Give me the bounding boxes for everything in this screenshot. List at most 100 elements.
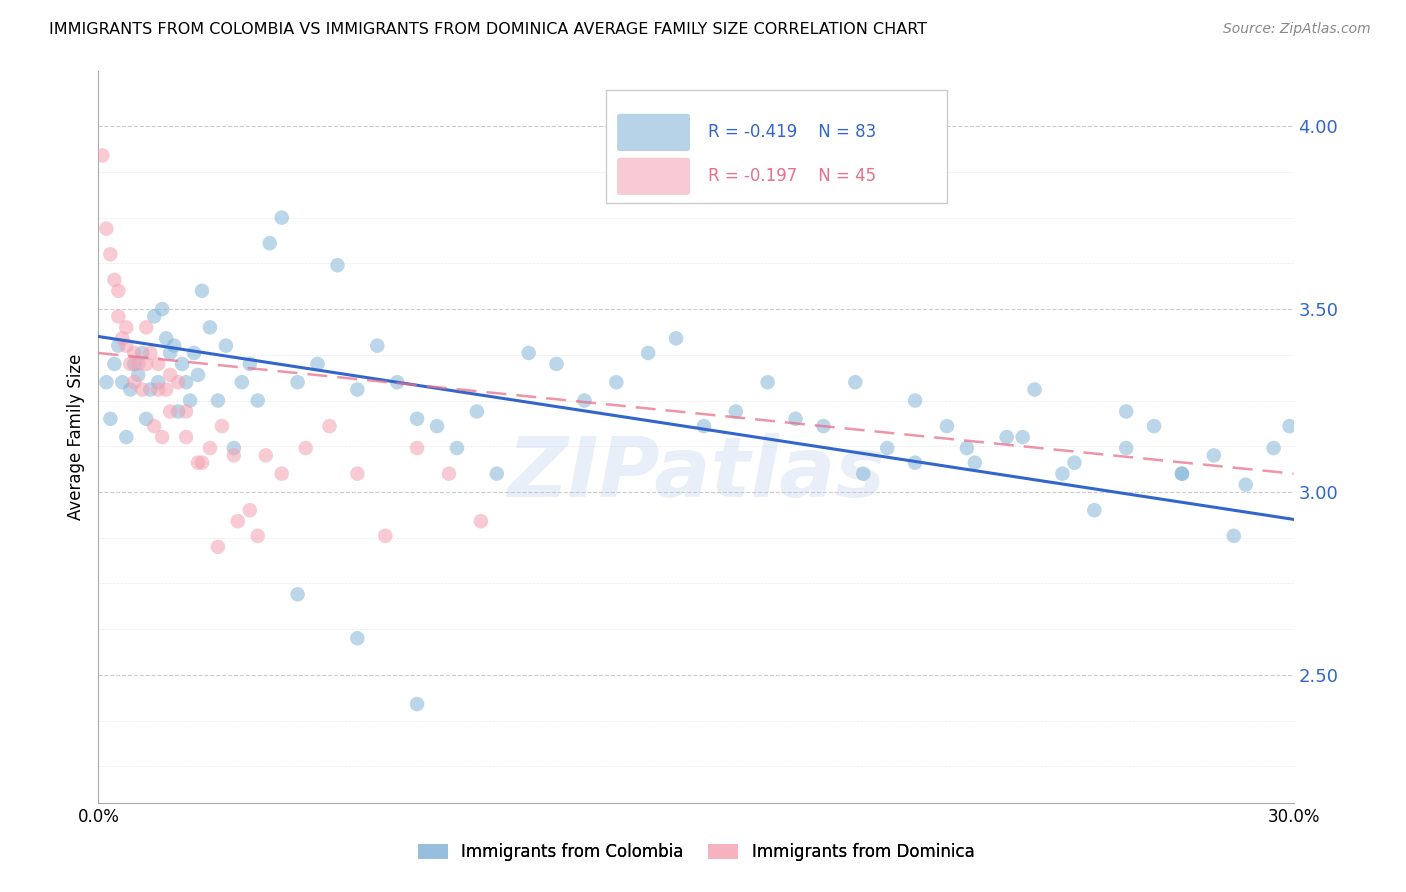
Point [98,412,122,426]
Point [963,456,986,470]
Point [174,376,197,390]
Point [346,467,368,481]
Point [318,419,340,434]
Point [120,357,142,371]
Point [936,419,959,434]
Point [143,419,166,434]
Point [326,258,349,272]
Point [120,383,142,397]
Point [374,529,396,543]
FancyBboxPatch shape [617,114,690,151]
Point [287,376,309,390]
Point [1263,441,1285,455]
Point [1115,441,1137,455]
Point [406,412,429,426]
Point [995,430,1018,444]
Text: Source: ZipAtlas.com: Source: ZipAtlas.com [1223,22,1371,37]
Point [385,376,409,390]
Point [124,376,146,390]
Point [1278,419,1301,434]
Point [346,383,368,397]
Point [96,221,118,235]
Point [174,404,197,418]
Point [215,339,238,353]
Point [135,412,157,426]
Point [207,540,229,554]
Point [111,331,134,345]
Point [287,587,309,601]
Point [231,376,253,390]
Text: IMMIGRANTS FROM COLOMBIA VS IMMIGRANTS FROM DOMINICA AVERAGE FAMILY SIZE CORRELA: IMMIGRANTS FROM COLOMBIA VS IMMIGRANTS F… [49,22,928,37]
Point [1063,456,1085,470]
Point [115,320,138,334]
Point [183,346,205,360]
Point [174,430,197,444]
Point [785,412,807,426]
Point [1223,529,1246,543]
Point [131,346,153,360]
Point [172,357,194,371]
FancyBboxPatch shape [606,90,948,203]
Point [637,346,659,360]
Point [91,148,114,162]
Point [159,368,181,382]
Point [107,284,129,298]
Point [135,320,157,334]
Point [150,301,173,317]
Point [813,419,835,434]
Point [270,211,292,225]
Point [574,393,596,408]
Point [115,430,138,444]
Point [904,456,927,470]
Point [107,310,129,324]
Point [139,346,162,360]
Point [406,697,429,711]
Point [159,404,181,418]
Point [246,393,269,408]
Point [259,236,281,251]
Y-axis label: Average Family Size: Average Family Size [66,354,84,520]
Point [446,441,468,455]
Point [366,339,388,353]
Point [115,339,138,353]
Point [307,357,329,371]
Point [103,273,125,287]
Point [426,419,449,434]
Point [756,376,779,390]
Point [904,393,927,408]
Point [1171,467,1194,481]
Point [131,383,153,397]
Point [98,247,122,261]
Point [103,357,125,371]
Point [485,467,508,481]
Point [179,393,201,408]
Point [124,346,146,360]
Point [406,441,429,455]
Point [211,419,233,434]
Point [127,357,149,371]
Point [956,441,979,455]
Point [1143,419,1166,434]
Point [155,331,177,345]
Point [465,404,488,418]
Point [1202,448,1225,462]
Point [1024,383,1046,397]
Point [546,357,568,371]
Point [222,448,245,462]
Point [111,376,134,390]
Point [163,339,186,353]
Point [222,441,245,455]
Point [346,632,368,646]
Point [96,376,118,390]
Point [198,441,221,455]
Point [187,456,209,470]
Point [470,514,492,528]
Point [139,383,162,397]
Point [294,441,316,455]
Point [1171,467,1194,481]
Point [135,357,157,371]
Point [1234,477,1257,491]
Point [159,346,181,360]
Point [437,467,460,481]
Text: R = -0.419    N = 83: R = -0.419 N = 83 [709,123,876,142]
